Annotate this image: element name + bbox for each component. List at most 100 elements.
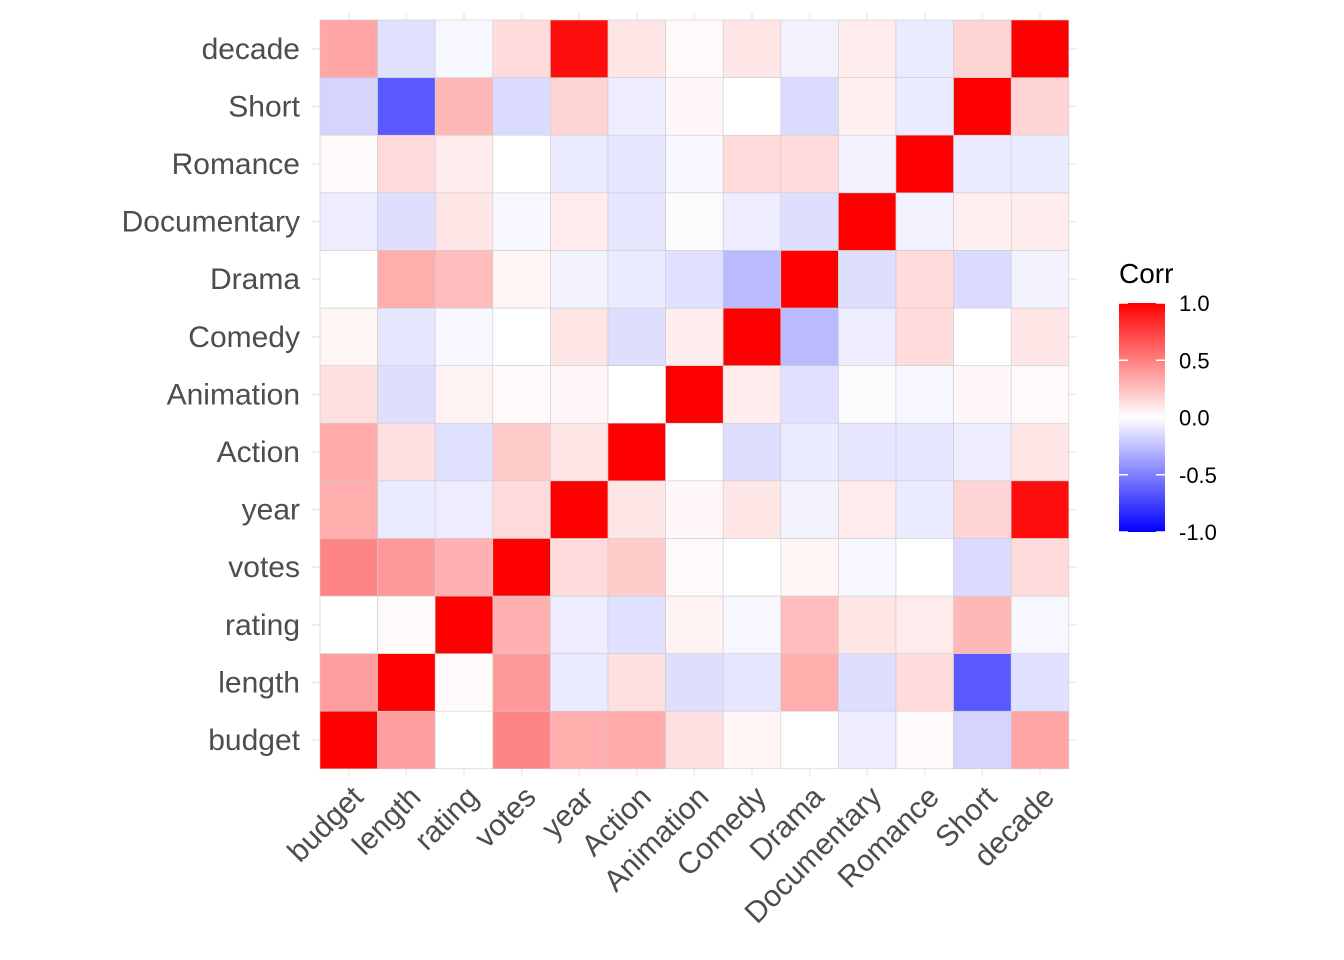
cell-rating-documentary [838, 595, 897, 654]
cell-short-romance [895, 77, 954, 136]
cell-animation-comedy [722, 365, 782, 424]
legend-tick-label: 0.5 [1179, 348, 1210, 373]
y-label-documentary: Documentary [122, 206, 300, 239]
cell-animation-romance [895, 365, 954, 424]
y-label-action: Action [217, 436, 300, 469]
cell-comedy-year [550, 307, 609, 366]
cell-romance-comedy [722, 134, 782, 194]
cell-length-budget [319, 653, 378, 712]
cell-rating-romance [895, 595, 954, 654]
cell-rating-votes [492, 595, 551, 654]
cell-year-comedy [722, 480, 782, 539]
cell-documentary-romance [895, 192, 954, 251]
cell-drama-comedy [722, 250, 782, 309]
cell-budget-budget [319, 710, 378, 770]
cell-romance-drama [780, 134, 839, 194]
cell-rating-short [953, 595, 1012, 654]
cell-decade-length [377, 19, 436, 78]
cell-budget-year [550, 710, 609, 770]
cell-comedy-decade [1010, 307, 1070, 366]
cell-decade-documentary [838, 19, 897, 78]
cell-animation-rating [434, 365, 494, 424]
cell-romance-rating [434, 134, 494, 194]
cell-drama-length [377, 250, 436, 309]
cell-year-decade [1010, 480, 1070, 539]
cell-animation-length [377, 365, 436, 424]
cell-rating-budget [319, 595, 378, 654]
cell-year-length [377, 480, 436, 539]
cell-animation-action [607, 365, 666, 424]
cell-short-comedy [722, 77, 782, 136]
cell-animation-documentary [838, 365, 897, 424]
cell-votes-year [550, 538, 609, 597]
cell-short-year [550, 77, 609, 136]
cell-decade-comedy [722, 19, 782, 78]
cell-comedy-action [607, 307, 666, 366]
cell-action-animation [665, 422, 724, 482]
legend-title: Corr [1119, 258, 1173, 289]
cell-length-votes [492, 653, 551, 712]
cell-short-action [607, 77, 666, 136]
legend-ticks: 1.0 0.5 0.0 -0.5 -1.0 [1119, 291, 1217, 545]
cell-comedy-drama [780, 307, 839, 366]
cell-comedy-animation [665, 307, 724, 366]
cell-documentary-comedy [722, 192, 782, 251]
cell-year-year [550, 480, 609, 539]
y-label-short: Short [228, 90, 300, 123]
cell-decade-romance [895, 19, 954, 78]
cell-length-comedy [722, 653, 782, 712]
cell-budget-length [377, 710, 436, 770]
cell-action-drama [780, 422, 839, 482]
cell-comedy-romance [895, 307, 954, 366]
cell-drama-documentary [838, 250, 897, 309]
cell-length-documentary [838, 653, 897, 712]
cell-romance-animation [665, 134, 724, 194]
y-label-rating: rating [225, 609, 300, 642]
heatmap-cells [319, 19, 1070, 770]
cell-length-rating [434, 653, 494, 712]
cell-votes-drama [780, 538, 839, 597]
cell-rating-action [607, 595, 666, 654]
cell-year-romance [895, 480, 954, 539]
cell-rating-rating [434, 595, 494, 654]
y-label-year: year [242, 494, 300, 527]
cell-short-rating [434, 77, 494, 136]
cell-decade-votes [492, 19, 551, 78]
cell-drama-action [607, 250, 666, 309]
cell-votes-budget [319, 538, 378, 597]
cell-decade-short [953, 19, 1012, 78]
x-label-budget: budget [282, 780, 371, 869]
cell-rating-comedy [722, 595, 782, 654]
cell-budget-short [953, 710, 1012, 770]
cell-short-documentary [838, 77, 897, 136]
cell-year-votes [492, 480, 551, 539]
cell-rating-length [377, 595, 436, 654]
cell-romance-year [550, 134, 609, 194]
cell-action-decade [1010, 422, 1070, 482]
cell-animation-animation [665, 365, 724, 424]
cell-romance-decade [1010, 134, 1070, 194]
cell-romance-budget [319, 134, 378, 194]
cell-comedy-documentary [838, 307, 897, 366]
cell-comedy-budget [319, 307, 378, 366]
cell-budget-action [607, 710, 666, 770]
cell-decade-budget [319, 19, 378, 78]
cell-budget-votes [492, 710, 551, 770]
cell-year-animation [665, 480, 724, 539]
cell-short-drama [780, 77, 839, 136]
cell-budget-documentary [838, 710, 897, 770]
cell-action-year [550, 422, 609, 482]
cell-romance-action [607, 134, 666, 194]
x-label-votes: votes [469, 780, 543, 854]
cell-animation-short [953, 365, 1012, 424]
cell-animation-year [550, 365, 609, 424]
cell-length-decade [1010, 653, 1070, 712]
y-label-decade: decade [202, 33, 300, 66]
cell-romance-short [953, 134, 1012, 194]
cell-comedy-votes [492, 307, 551, 366]
cell-decade-drama [780, 19, 839, 78]
cell-romance-length [377, 134, 436, 194]
cell-drama-budget [319, 250, 378, 309]
legend-tick-label: -0.5 [1179, 463, 1217, 488]
cell-votes-animation [665, 538, 724, 597]
